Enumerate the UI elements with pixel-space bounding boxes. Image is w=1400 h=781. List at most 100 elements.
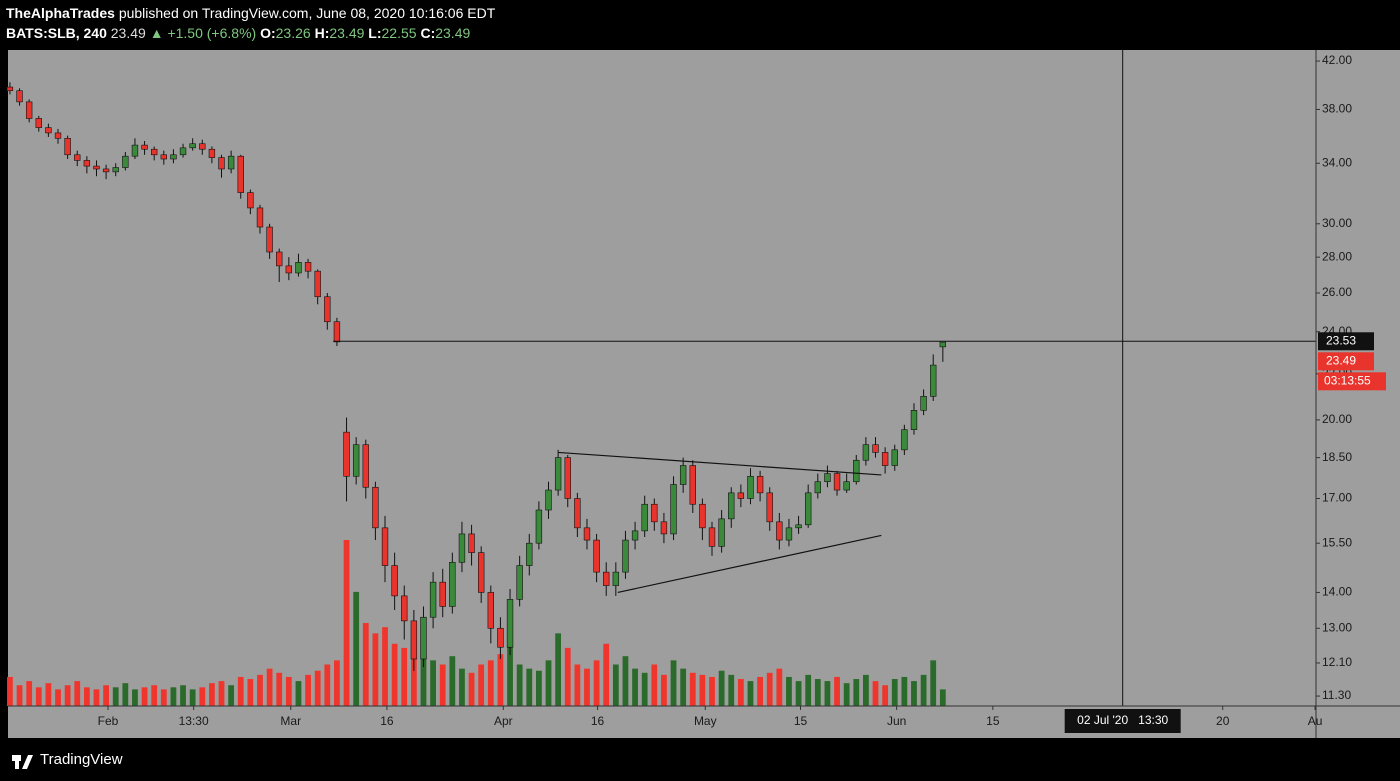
candle-body	[372, 486, 379, 529]
volume-bar	[920, 674, 927, 706]
candle-body	[54, 132, 62, 139]
candle-body	[660, 521, 668, 535]
candle-body	[651, 503, 658, 523]
volume-bar	[170, 687, 177, 706]
x-tick-label: May	[694, 714, 717, 728]
candle-body	[381, 527, 389, 566]
x-tick-label: Apr	[494, 714, 513, 728]
candle-body	[314, 270, 321, 298]
volume-bar	[449, 656, 456, 706]
c-label: C:	[420, 25, 435, 41]
volume-bar	[709, 676, 715, 706]
volume-bar	[689, 672, 696, 706]
candle-body	[170, 154, 177, 160]
candle-body	[333, 321, 341, 343]
candle-body	[728, 492, 735, 520]
y-tick-label: 15.50	[1322, 535, 1352, 549]
volume-bar	[26, 681, 33, 706]
candle-body	[247, 192, 254, 209]
volume-bar	[843, 683, 850, 706]
volume-bar	[83, 687, 90, 706]
volume-bar	[35, 687, 42, 706]
last: 23.49	[111, 25, 146, 41]
candle-body	[141, 144, 148, 150]
logo-shape	[12, 755, 21, 761]
candle-body	[747, 475, 754, 499]
volume-bar	[680, 668, 687, 706]
candle-body	[814, 481, 821, 494]
candle-body	[468, 533, 475, 553]
candle-body	[6, 86, 14, 92]
candle-body	[766, 492, 773, 523]
candle-body	[151, 148, 158, 156]
candle-body	[83, 160, 91, 167]
volume-bar	[257, 674, 263, 706]
volume-bar	[939, 689, 946, 706]
x-tick-label: 16	[591, 714, 605, 728]
candle-body	[102, 168, 110, 173]
symbol: BATS:SLB, 240	[6, 25, 107, 41]
countdown: 03:13:55	[1324, 373, 1371, 387]
brand[interactable]: TradingView	[40, 751, 123, 768]
volume-bar	[218, 681, 225, 706]
volume-bar	[410, 639, 417, 706]
candle-body	[112, 167, 119, 173]
volume-bar	[468, 672, 475, 706]
candle-body	[872, 444, 879, 453]
logo	[12, 755, 33, 769]
volume-bar	[805, 674, 812, 706]
candle-body	[506, 599, 514, 648]
volume-bar	[891, 679, 898, 706]
candle-body	[939, 341, 947, 348]
candle-body	[352, 444, 360, 477]
volume-bar	[584, 668, 590, 706]
y-tick-label: 13.00	[1322, 620, 1352, 634]
author: TheAlphaTrades	[6, 5, 115, 21]
candle-body	[362, 444, 369, 488]
candle-body	[458, 533, 466, 563]
l-value: 22.55	[382, 25, 417, 41]
volume-bar	[459, 668, 465, 706]
candle-body	[795, 524, 802, 529]
candle-body	[554, 457, 562, 491]
volume-bar	[362, 623, 369, 706]
y-tick-label: 12.10	[1322, 655, 1352, 669]
volume-bar	[314, 670, 321, 706]
logo-shape	[15, 755, 33, 769]
last-price-label-bg	[1318, 352, 1374, 371]
volume-bar	[661, 674, 667, 706]
volume-bar	[632, 668, 638, 706]
x-tick-label: 20	[1216, 714, 1230, 728]
candle-body	[805, 492, 812, 526]
volume-bar	[728, 674, 735, 706]
trendline	[617, 534, 882, 594]
candle-body	[545, 489, 552, 511]
candle-body	[179, 147, 187, 156]
volume-bar	[882, 685, 889, 706]
volume-bar	[487, 660, 494, 706]
volume-bar	[737, 679, 744, 706]
x-tick-label: 15	[986, 714, 1000, 728]
volume-bar	[247, 679, 254, 706]
volume-bar	[641, 672, 648, 706]
volume-bar	[420, 654, 427, 706]
candle-body	[737, 492, 745, 499]
volume-bar	[766, 672, 773, 706]
volume-bar	[718, 670, 725, 706]
candle-body	[612, 571, 620, 586]
volume-bar	[478, 664, 485, 706]
x-tick-label: Au	[1308, 714, 1323, 728]
volume-bar	[401, 647, 408, 706]
candle-body	[122, 155, 129, 168]
volume-bar	[237, 676, 244, 706]
volume-bar	[141, 687, 148, 706]
volume-bar	[507, 643, 513, 706]
volume-bar	[911, 681, 917, 706]
c-value: 23.49	[435, 25, 470, 41]
candle-body	[439, 581, 446, 607]
volume-bar	[603, 643, 610, 706]
volume-bar	[276, 672, 283, 706]
volume-bar	[372, 633, 379, 706]
candle-body	[199, 143, 206, 150]
